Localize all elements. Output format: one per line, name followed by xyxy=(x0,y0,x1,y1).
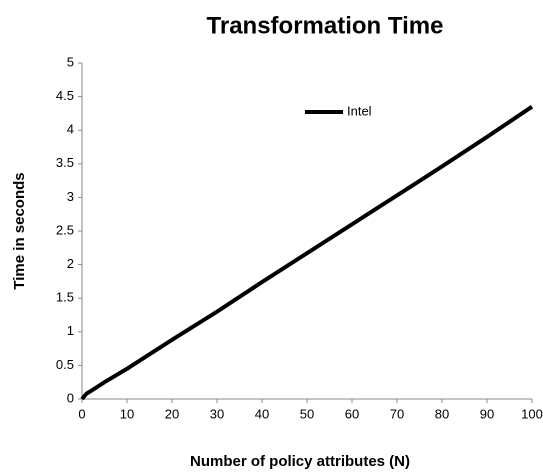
y-tick-label: 3 xyxy=(67,189,74,204)
data-line xyxy=(80,105,534,401)
x-tick-label: 70 xyxy=(390,406,404,421)
y-tick-label: 0 xyxy=(67,390,74,405)
x-tick-label: 0 xyxy=(78,406,85,421)
x-axis-label: Number of policy attributes (N) xyxy=(190,453,410,470)
x-tick-label: 40 xyxy=(255,406,269,421)
y-axis-label: Time in seconds xyxy=(11,172,28,289)
x-tick-label: 10 xyxy=(120,406,134,421)
legend-label: Intel xyxy=(347,103,372,118)
y-tick-label: 1 xyxy=(67,323,74,338)
x-tick-label: 30 xyxy=(210,406,224,421)
x-tick-label: 20 xyxy=(165,406,179,421)
x-tick-label: 60 xyxy=(345,406,359,421)
y-tick-label: 4 xyxy=(67,122,74,137)
x-tick-label: 80 xyxy=(435,406,449,421)
y-tick-label: 2 xyxy=(67,256,74,271)
chart-title: Transformation Time xyxy=(207,12,444,39)
x-tick-label: 50 xyxy=(300,406,314,421)
y-tick-label: 3.5 xyxy=(56,155,74,170)
y-tick-label: 1.5 xyxy=(56,290,74,305)
y-tick-label: 4.5 xyxy=(56,88,74,103)
y-tick-label: 2.5 xyxy=(56,222,74,237)
x-tick-label: 100 xyxy=(521,406,543,421)
x-tick-label: 90 xyxy=(480,406,494,421)
y-tick-label: 5 xyxy=(67,54,74,69)
y-tick-label: 0.5 xyxy=(56,357,74,372)
